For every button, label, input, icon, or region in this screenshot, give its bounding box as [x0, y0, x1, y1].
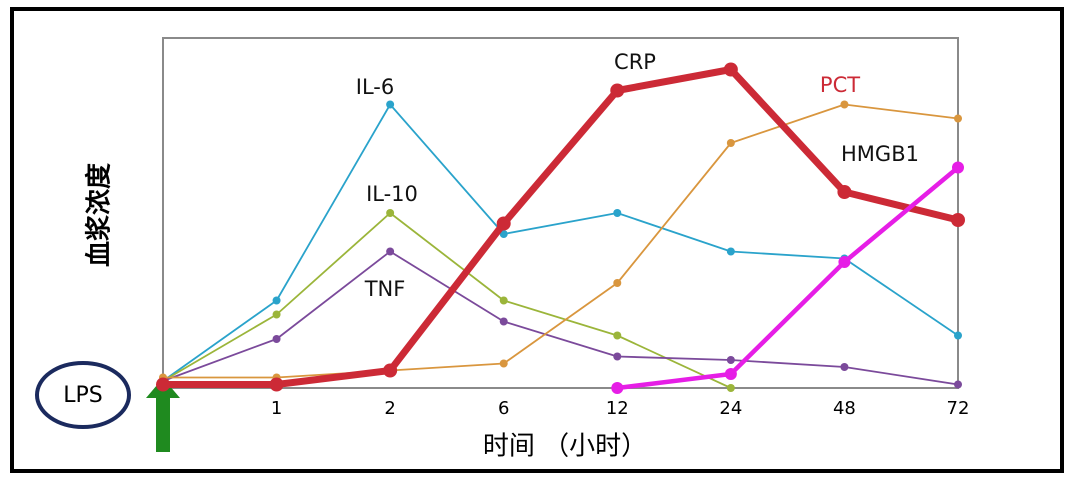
data-point	[613, 209, 622, 217]
data-point	[954, 114, 962, 123]
data-point	[613, 331, 622, 340]
data-point	[954, 331, 962, 340]
data-point	[386, 209, 395, 217]
data-point	[383, 363, 398, 378]
data-point	[951, 213, 965, 227]
data-point	[613, 279, 622, 287]
series-line	[163, 66, 959, 388]
data-point	[840, 100, 849, 109]
x-tick-label: 12	[606, 398, 629, 419]
series-line	[163, 103, 959, 379]
data-point	[272, 335, 281, 343]
series-line	[162, 212, 732, 389]
data-point	[611, 382, 624, 394]
data-point	[726, 384, 735, 392]
series-line	[617, 165, 960, 391]
x-tick-label: 6	[498, 398, 509, 419]
series-label: PCT	[820, 73, 860, 97]
data-point	[499, 317, 508, 326]
data-point	[499, 296, 508, 305]
data-point	[156, 377, 170, 392]
data-point	[837, 185, 852, 199]
data-point	[272, 310, 281, 319]
data-point	[952, 161, 964, 174]
data-point	[726, 247, 735, 256]
x-tick-label: 2	[384, 398, 395, 419]
data-point	[840, 363, 849, 371]
lps-circle	[35, 361, 131, 429]
data-point	[724, 368, 737, 380]
data-point	[386, 100, 395, 109]
series-line	[162, 103, 959, 382]
lps-arrow	[146, 378, 180, 452]
data-point	[726, 139, 735, 147]
series-label: TNF	[364, 277, 406, 301]
data-point	[723, 62, 738, 77]
series-label: CRP	[614, 50, 656, 74]
data-point	[610, 83, 625, 98]
data-point	[269, 377, 284, 392]
x-tick-label: 48	[833, 398, 856, 419]
data-point	[386, 247, 395, 256]
series-label: HMGB1	[841, 142, 919, 166]
data-point	[499, 230, 508, 238]
data-point	[496, 216, 511, 231]
series-line	[162, 250, 959, 386]
data-point	[499, 359, 508, 368]
lps-label: LPS	[63, 383, 103, 408]
x-tick-label: 24	[719, 398, 742, 419]
series-label: IL-6	[356, 75, 394, 99]
series-label: IL-10	[366, 182, 418, 206]
x-tick-label: 1	[271, 398, 282, 419]
data-point	[838, 256, 851, 268]
x-tick-label: 72	[947, 398, 970, 419]
x-axis-label: 时间 （小时）	[483, 432, 647, 462]
data-point	[272, 296, 281, 305]
y-axis-label: 血浆浓度	[84, 163, 115, 267]
data-point	[954, 380, 962, 389]
data-point	[613, 352, 622, 361]
plot-area	[162, 37, 959, 389]
data-point	[726, 356, 735, 364]
